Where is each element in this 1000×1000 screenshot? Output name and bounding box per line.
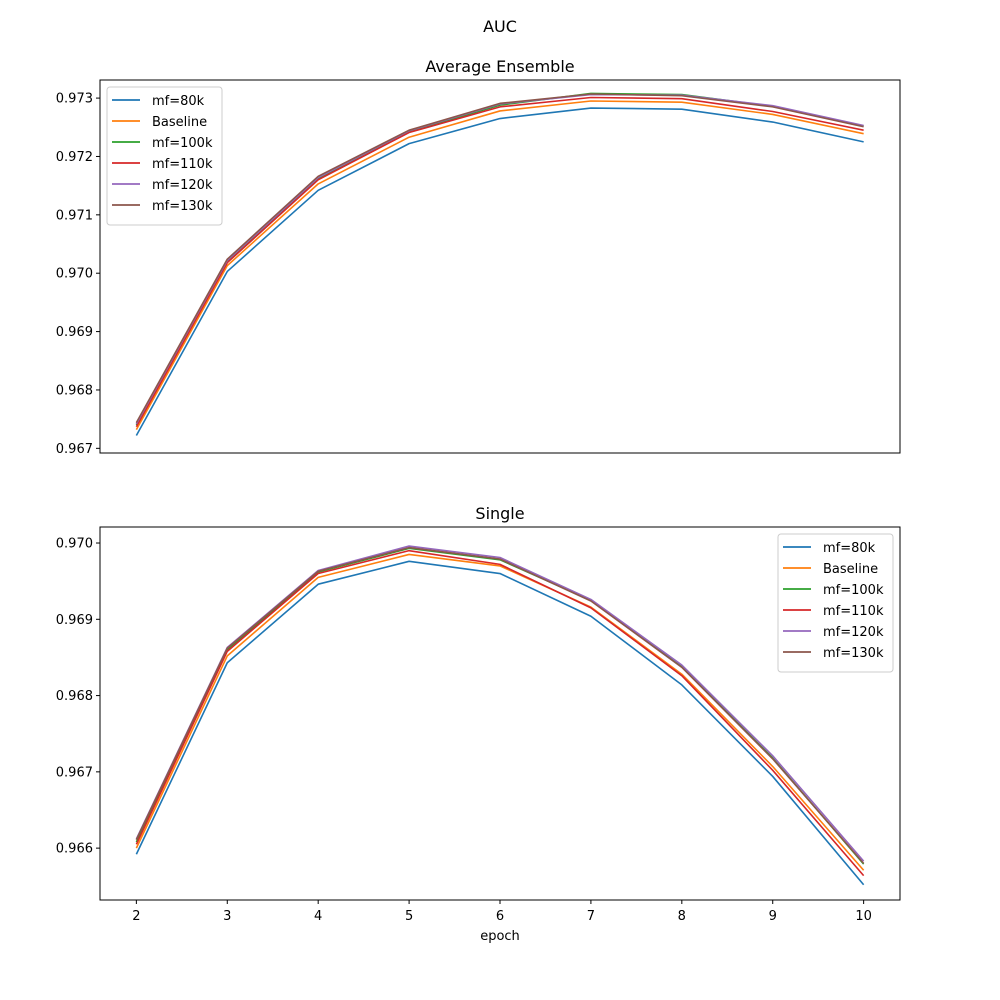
legend-label-mf-110k: mf=110k — [152, 157, 213, 172]
x-tick-label: 5 — [405, 909, 413, 924]
y-tick-label: 0.966 — [56, 842, 93, 857]
series-line-mf-130k — [135, 93, 864, 424]
legend-label-mf-130k: mf=130k — [152, 199, 213, 214]
legend: mf=80k Baseline mf=100k mf=110k mf=120k mf=13… — [777, 533, 894, 673]
y-tick-label: 0.969 — [56, 325, 93, 340]
legend-label-mf-100k: mf=100k — [152, 136, 213, 151]
x-tick-label: 6 — [496, 909, 504, 924]
legend-label-mf-80k: mf=80k — [823, 541, 876, 556]
plot-frame — [99, 526, 901, 901]
series-line-mf-80k — [135, 107, 864, 436]
legend-label-baseline: Baseline — [823, 562, 878, 577]
y-tick-label: 0.970 — [56, 267, 93, 282]
series-line-mf-130k — [135, 546, 865, 864]
series-line-mf-110k — [135, 549, 865, 877]
figure-title: AUC — [483, 17, 517, 36]
legend-label-mf-80k: mf=80k — [152, 94, 205, 109]
series-line-mf-80k — [135, 560, 865, 886]
y-tick-label: 0.973 — [56, 92, 93, 107]
legend-label-mf-110k: mf=110k — [823, 604, 884, 619]
legend-label-mf-120k: mf=120k — [823, 625, 884, 640]
y-tick-label: 0.971 — [56, 208, 93, 223]
plot-frame — [99, 79, 901, 454]
x-tick-label: 7 — [587, 909, 595, 924]
average-ensemble-panel: Average Ensemble 0.967 0.968 0.969 0.970 0.97… — [56, 57, 901, 457]
chart-title: Single — [475, 504, 524, 523]
legend-label-baseline: Baseline — [152, 115, 207, 130]
y-tick-label: 0.968 — [56, 383, 93, 398]
series-line-baseline — [135, 100, 864, 431]
legend-label-mf-120k: mf=120k — [152, 178, 213, 193]
x-tick-label: 8 — [678, 909, 686, 924]
y-tick-label: 0.972 — [56, 150, 93, 165]
x-tick-label: 10 — [855, 909, 872, 924]
legend-label-mf-100k: mf=100k — [823, 583, 884, 598]
series-line-baseline — [135, 553, 865, 871]
y-tick-label: 0.969 — [56, 613, 93, 628]
x-axis-label: epoch — [480, 929, 520, 944]
chart-title: Average Ensemble — [425, 57, 574, 76]
x-tick-label: 2 — [132, 909, 140, 924]
y-tick-label: 0.970 — [56, 537, 93, 552]
x-tick-label: 4 — [314, 909, 322, 924]
legend: mf=80k Baseline mf=100k mf=110k mf=120k mf=13… — [106, 86, 223, 226]
legend-label-mf-130k: mf=130k — [823, 646, 884, 661]
single-panel: Single 0.966 0.967 0.968 0.969 0.970 2 3 4 5 6 7 8 9 1… — [56, 504, 901, 944]
y-tick-label: 0.968 — [56, 689, 93, 704]
y-tick-label: 0.967 — [56, 765, 93, 780]
x-tick-label: 3 — [223, 909, 231, 924]
series-line-mf-110k — [135, 96, 864, 428]
y-tick-label: 0.967 — [56, 442, 93, 457]
x-tick-label: 9 — [769, 909, 777, 924]
